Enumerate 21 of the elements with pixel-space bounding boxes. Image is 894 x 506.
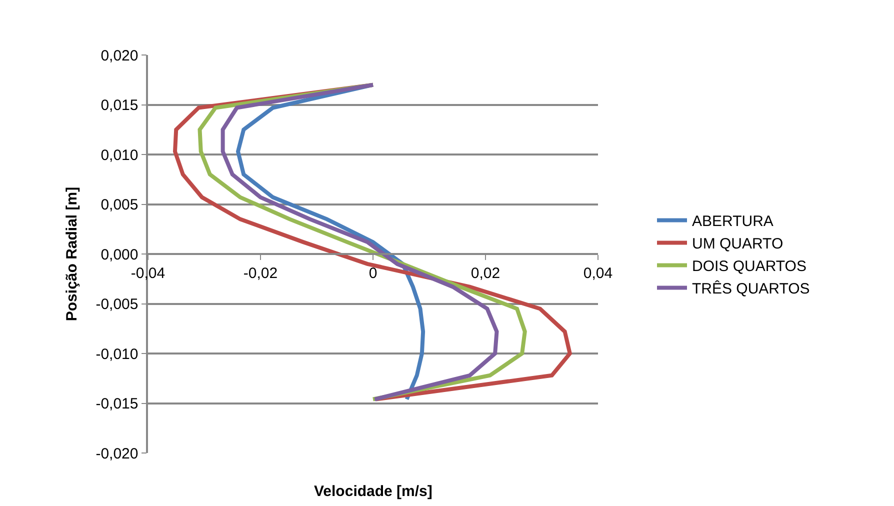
legend-label: DOIS QUARTOS [692,258,806,276]
y-tick-label: -0,005 [96,296,138,313]
legend-label: UM QUARTO [692,236,784,253]
x-tick-label: -0,02 [243,264,278,282]
x-tick-label: -0,04 [130,264,166,282]
y-tick-label: -0,010 [96,346,138,363]
x-tick-label: 0,02 [470,264,500,282]
y-tick-label: 0,015 [100,97,138,114]
y-tick-label: 0,020 [100,47,138,64]
y-tick-label: 0,005 [100,196,138,214]
y-tick-label: 0,010 [100,146,138,164]
legend-label: ABERTURA [692,213,774,230]
y-tick-label: 0,000 [100,246,138,264]
y-tick-label: -0,015 [96,396,138,412]
line-series [220,82,499,402]
y-axis-title: Posição Radial [m] [63,186,80,322]
x-tick-label: 0,04 [583,264,613,282]
y-tick-label: -0,020 [96,445,138,462]
x-axis-title: Velocidade [m/s] [314,483,432,500]
x-tick-label: 0 [368,264,378,282]
legend-label: TRÊS QUARTOS [692,280,810,298]
